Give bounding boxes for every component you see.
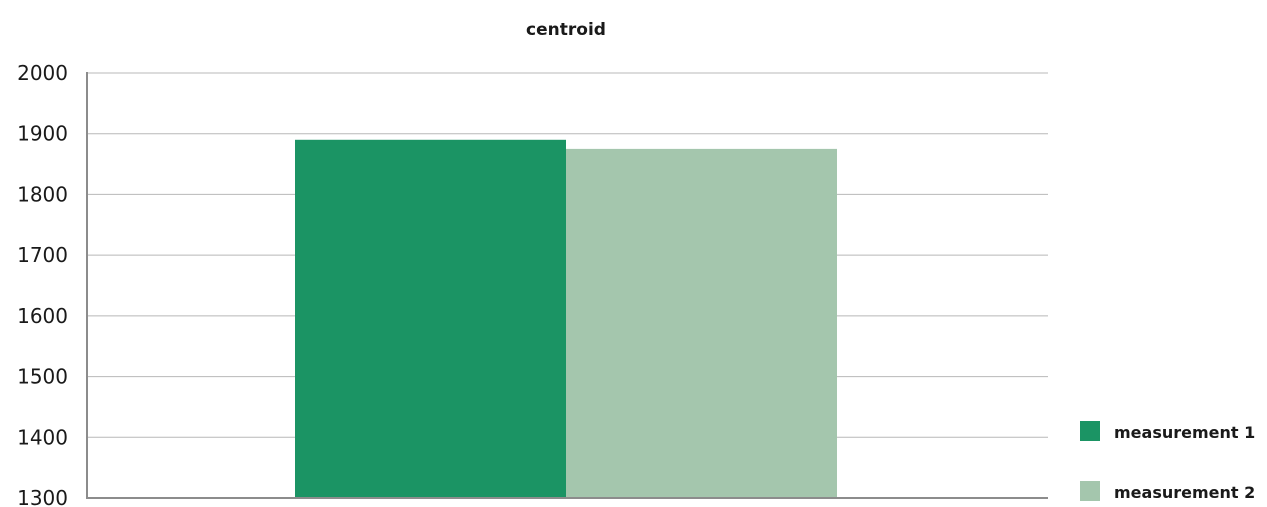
y-tick-label: 1700 [17,243,68,267]
y-tick-label: 1300 [17,486,68,507]
legend-label: measurement 1 [1114,423,1255,442]
y-axis-tick-labels: 1300 1400 1500 1600 1700 1800 1900 2000 [17,61,68,507]
chart-title: centroid [526,20,606,40]
legend-item: measurement 1 [1080,421,1255,442]
bar-measurement-2 [566,148,837,498]
legend-swatch [1080,421,1100,441]
y-tick-label: 1400 [17,425,68,449]
y-tick-label: 2000 [17,61,68,85]
bars [295,139,837,499]
y-tick-label: 1800 [17,182,68,206]
legend: measurement 1 measurement 2 [1080,421,1255,502]
bar-measurement-1 [295,139,566,499]
y-tick-label: 1500 [17,365,68,389]
y-tick-label: 1900 [17,122,68,146]
legend-label: measurement 2 [1114,483,1255,502]
y-tick-label: 1600 [17,304,68,328]
legend-swatch [1080,481,1100,501]
axes [86,72,1048,499]
legend-item: measurement 2 [1080,481,1255,502]
